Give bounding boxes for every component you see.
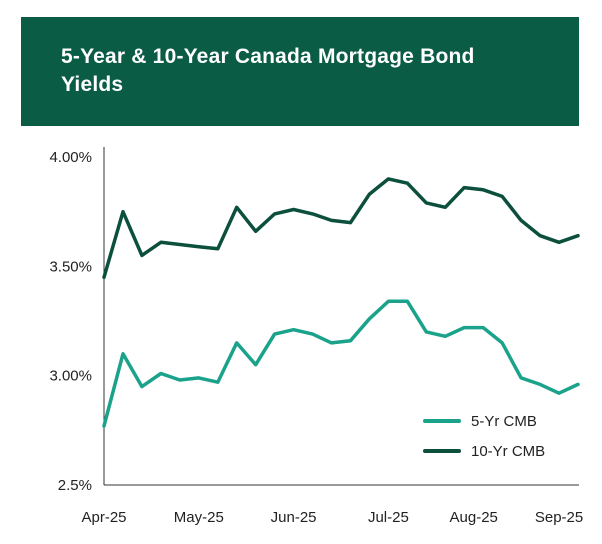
x-tick-label: Apr-25 bbox=[81, 509, 126, 526]
y-tick-label: 2.5% bbox=[58, 477, 92, 494]
x-tick-label: Sep-25 bbox=[535, 509, 583, 526]
x-tick-label: Aug-25 bbox=[450, 509, 498, 526]
legend-label: 10-Yr CMB bbox=[471, 443, 545, 460]
title-banner: 5-Year & 10-Year Canada Mortgage Bond Yi… bbox=[21, 17, 579, 126]
series-line-10yr bbox=[102, 177, 580, 280]
series-line-5yr bbox=[102, 299, 580, 428]
chart-title: 5-Year & 10-Year Canada Mortgage Bond Yi… bbox=[61, 45, 475, 96]
legend-label: 5-Yr CMB bbox=[471, 413, 537, 430]
x-tick-label: Jul-25 bbox=[368, 509, 409, 526]
y-tick-label: 3.00% bbox=[49, 368, 92, 385]
x-tick-label: May-25 bbox=[174, 509, 224, 526]
y-tick-label: 3.50% bbox=[49, 258, 92, 275]
y-tick-label: 4.00% bbox=[49, 149, 92, 166]
x-tick-label: Jun-25 bbox=[271, 509, 317, 526]
